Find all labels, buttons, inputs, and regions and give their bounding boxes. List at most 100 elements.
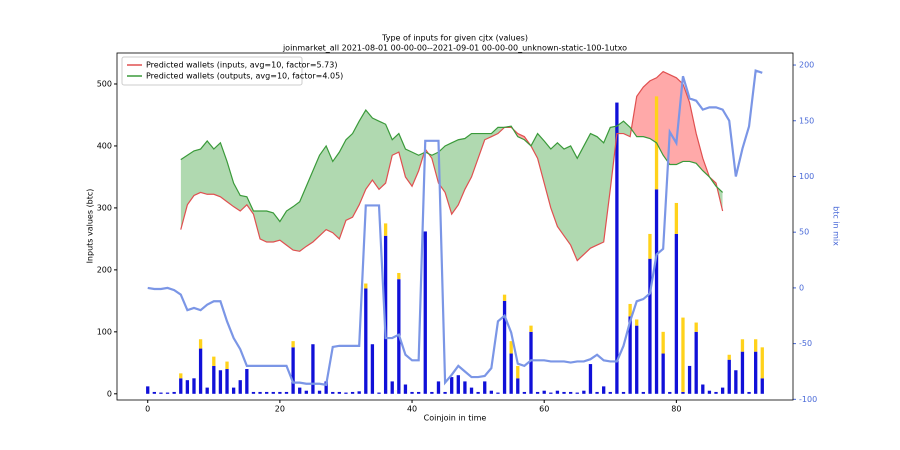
bar — [417, 391, 421, 394]
bar — [456, 375, 460, 394]
bar — [152, 391, 156, 394]
bar — [165, 392, 170, 394]
bar — [549, 392, 553, 394]
bar — [760, 347, 764, 379]
bar — [331, 391, 335, 394]
legend-label: Predicted wallets (outputs, avg=10, fact… — [146, 72, 343, 81]
bar — [317, 390, 322, 394]
bar — [754, 351, 758, 394]
legend-label: Predicted wallets (inputs, avg=10, facto… — [146, 61, 337, 70]
fill-between — [180, 71, 723, 261]
y2-tick-label: 50 — [799, 228, 809, 237]
bar — [383, 235, 388, 394]
bar — [747, 391, 751, 394]
chart-subtitle: joinmarket_all 2021-08-01 00-00-00--2021… — [282, 44, 627, 53]
y2-tick-label: 150 — [799, 116, 814, 125]
bar — [628, 316, 632, 394]
bar — [588, 364, 593, 394]
bar — [509, 341, 513, 354]
bar — [483, 381, 487, 394]
bar — [535, 391, 540, 394]
bar — [225, 361, 229, 370]
bar — [218, 370, 223, 394]
bar — [212, 365, 216, 394]
bar — [509, 353, 513, 394]
bar — [674, 233, 679, 394]
bar — [364, 283, 368, 289]
bar — [271, 391, 275, 394]
bar — [654, 189, 659, 394]
x-tick-label: 60 — [539, 405, 549, 414]
x-tick-label: 20 — [275, 405, 285, 414]
bar — [621, 391, 626, 394]
bar — [410, 391, 414, 394]
bar — [278, 391, 282, 394]
bar — [185, 380, 190, 394]
bar — [628, 303, 632, 317]
series-line — [180, 108, 724, 223]
bar — [562, 391, 566, 394]
bar — [681, 391, 685, 394]
x-tick-label: 80 — [671, 405, 681, 414]
bar — [251, 391, 256, 394]
bar — [205, 387, 209, 394]
bar — [595, 391, 599, 394]
bar — [364, 288, 368, 394]
bar — [727, 359, 731, 394]
bar — [522, 391, 527, 394]
y-tick-label: 300 — [97, 203, 112, 212]
bar — [635, 325, 639, 394]
bar — [489, 390, 493, 394]
x-tick-label: 40 — [407, 405, 417, 414]
bar — [469, 387, 474, 394]
bar — [496, 392, 500, 394]
bar — [436, 381, 441, 394]
bar — [754, 339, 758, 352]
bar — [231, 387, 236, 394]
y-tick-label: 500 — [97, 79, 112, 88]
bar — [502, 300, 507, 394]
y2-tick-label: 0 — [799, 283, 804, 292]
bar — [350, 391, 355, 394]
y2-tick-label: -50 — [799, 339, 812, 348]
bar — [602, 386, 606, 394]
bar — [648, 233, 652, 259]
y-tick-label: 100 — [97, 327, 112, 336]
bar — [661, 331, 665, 354]
x-axis-label: Coinjoin in time — [424, 414, 487, 423]
y-tick-label: 0 — [107, 389, 112, 398]
bar — [516, 378, 520, 394]
bar — [324, 381, 328, 394]
bar — [403, 384, 408, 394]
bar — [298, 387, 302, 394]
bar — [740, 351, 745, 394]
bar — [390, 381, 394, 394]
bar — [529, 325, 533, 332]
bar — [304, 390, 308, 394]
y-tick-label: 200 — [97, 265, 112, 274]
bar — [502, 294, 507, 301]
bar — [687, 365, 692, 394]
bar — [555, 390, 560, 394]
btc-line — [147, 69, 763, 387]
y2-tick-label: 100 — [799, 172, 814, 181]
bar — [529, 331, 533, 394]
bar — [198, 348, 203, 394]
bar — [615, 102, 619, 394]
y-tick-label: 400 — [97, 141, 112, 150]
bar — [575, 392, 579, 394]
bar — [760, 378, 764, 394]
bar — [443, 391, 447, 394]
bar — [463, 381, 467, 394]
x-tick-label: 0 — [145, 405, 150, 414]
bar — [291, 341, 295, 348]
bar — [568, 391, 573, 394]
bar — [720, 387, 725, 394]
bar — [344, 392, 348, 394]
bar — [608, 391, 612, 394]
bar — [238, 380, 242, 394]
bar — [284, 391, 289, 394]
bar — [694, 322, 698, 332]
bar — [423, 231, 427, 394]
bar — [377, 392, 381, 394]
